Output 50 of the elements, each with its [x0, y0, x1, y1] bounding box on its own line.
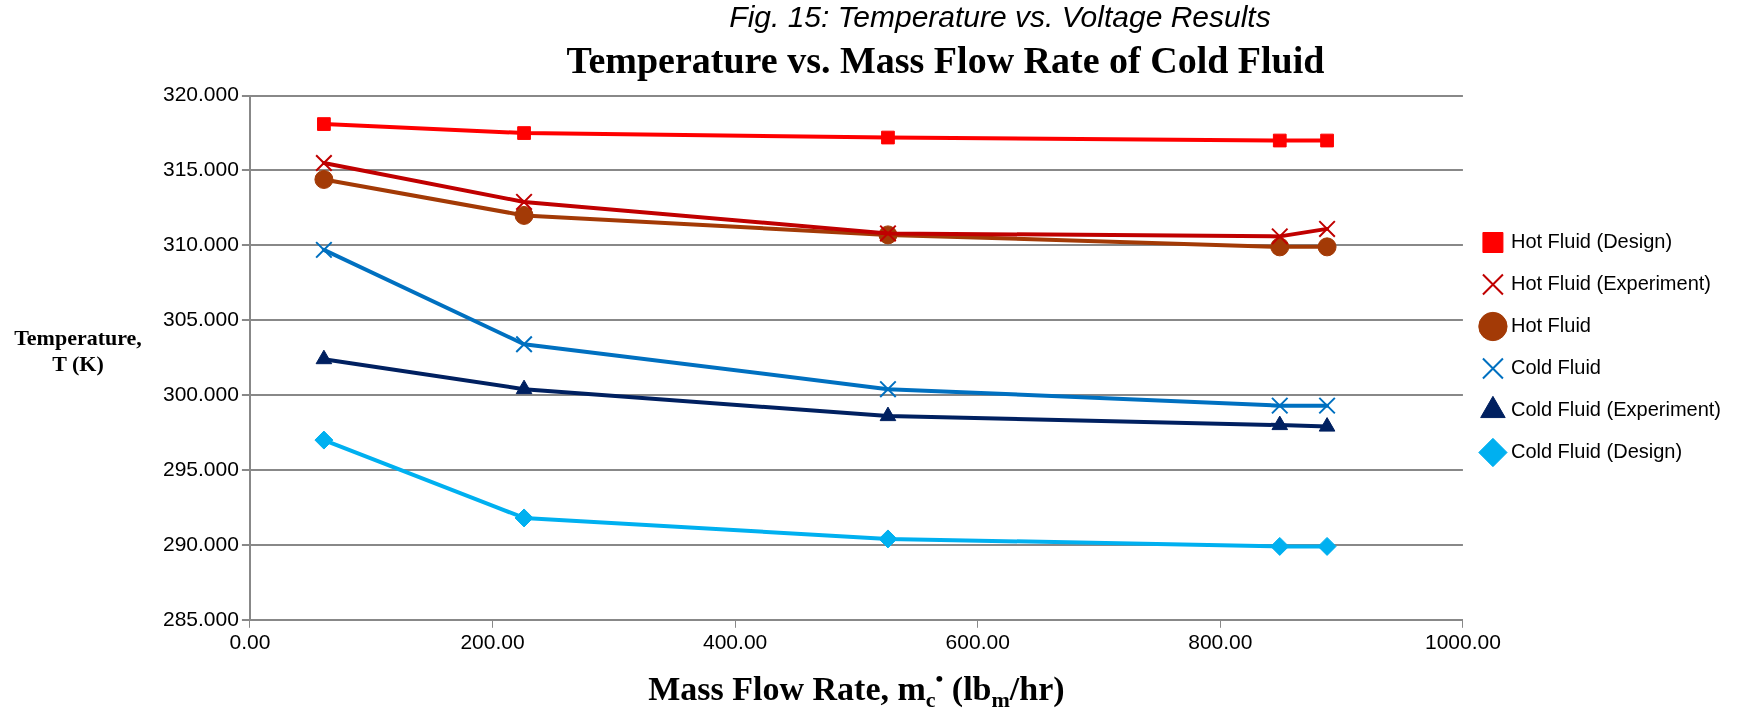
point — [879, 406, 897, 422]
point — [515, 335, 533, 353]
y-tick-label: 300.000 — [162, 381, 239, 405]
point — [1318, 220, 1336, 238]
point — [515, 193, 533, 211]
legend-label: Cold Fluid — [1510, 356, 1601, 379]
point — [514, 508, 534, 528]
legend-label: Hot Fluid (Experiment) — [1510, 272, 1711, 295]
x-tick-label: 400.00 — [703, 630, 768, 654]
legend-label: Cold Fluid (Experiment) — [1510, 398, 1722, 421]
x-tick-label: 800.00 — [1188, 630, 1253, 654]
point — [315, 241, 333, 259]
point — [1317, 536, 1337, 556]
y-tick-label: 305.000 — [162, 307, 239, 331]
y-tick-label: 290.000 — [162, 531, 239, 555]
point — [1270, 227, 1289, 246]
point — [1270, 396, 1289, 415]
point — [315, 154, 333, 172]
point — [314, 169, 334, 189]
y-tick-label: 320.000 — [162, 82, 239, 106]
caption: Fig. 15: Temperature vs. Voltage Results — [729, 0, 1271, 34]
legend-label: Hot Fluid (Design) — [1510, 230, 1673, 253]
x-tick-label: 600.00 — [945, 630, 1010, 654]
y-tick-label: 285.000 — [162, 606, 239, 630]
y-tick-label: 315.000 — [162, 157, 239, 181]
point — [1318, 396, 1336, 415]
y-tick-label: 310.000 — [162, 232, 239, 256]
point — [317, 117, 331, 131]
point — [315, 349, 333, 365]
point — [1318, 417, 1336, 432]
point — [1271, 415, 1289, 431]
point — [514, 205, 534, 225]
x-tick-label: 1000.00 — [1424, 630, 1501, 654]
x-tick-label: 0.00 — [229, 630, 271, 654]
point — [515, 379, 533, 395]
legend-label: Cold Fluid (Design) — [1510, 440, 1683, 463]
point — [878, 529, 898, 549]
y-axis-title: Temperature, T (K) — [14, 324, 142, 376]
point — [1272, 133, 1287, 148]
point — [314, 430, 334, 450]
point — [1320, 133, 1334, 148]
x-tick-label: 200.00 — [460, 630, 525, 654]
chart-title: Temperature vs. Mass Flow Rate of Cold Fluid — [566, 38, 1325, 81]
legend-label: Hot Fluid — [1510, 314, 1591, 337]
point — [1317, 237, 1337, 257]
point — [881, 130, 895, 145]
point — [517, 126, 531, 140]
point — [879, 380, 897, 398]
y-tick-label: 295.000 — [162, 456, 239, 480]
point — [1270, 536, 1290, 556]
